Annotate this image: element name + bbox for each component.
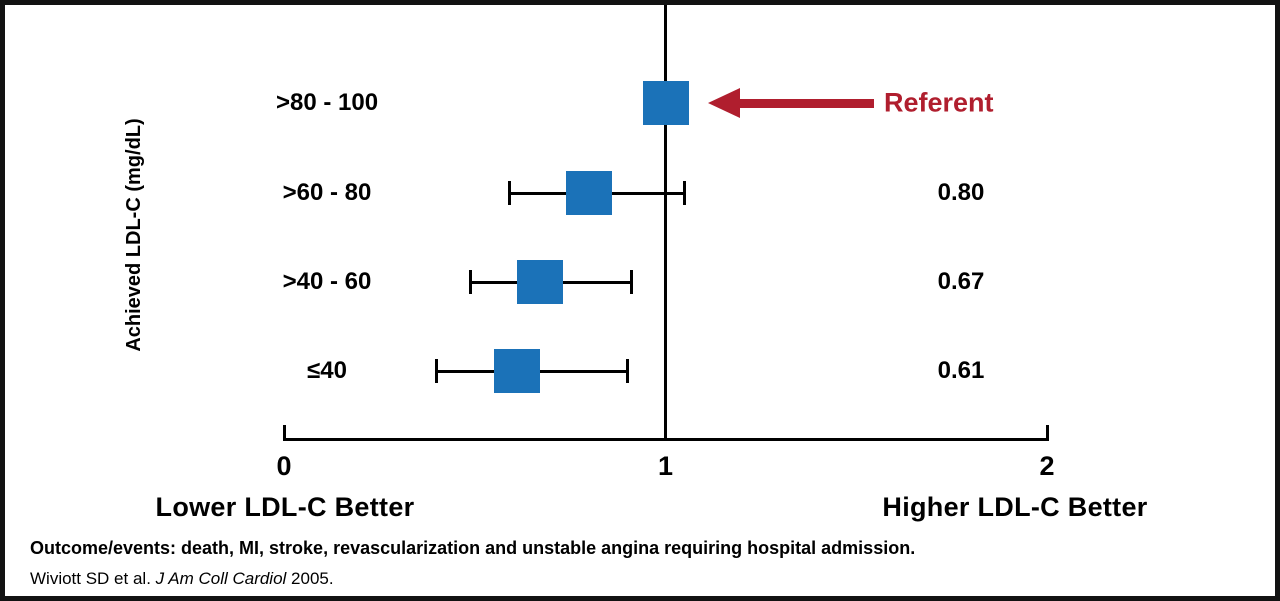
citation-authors: Wiviott SD et al. <box>30 569 156 588</box>
citation-year: 2005. <box>286 569 334 588</box>
ci-cap-left <box>469 270 473 294</box>
x-axis-tick-label: 2 <box>1039 451 1055 481</box>
x-axis-line <box>282 438 1049 441</box>
value-label: 0.67 <box>937 268 985 295</box>
left-axis-caption: Lower LDL-C Better <box>155 492 415 522</box>
referent-arrow-head <box>708 88 740 118</box>
ci-cap-left <box>507 181 511 205</box>
row-label: ≤40 <box>307 357 347 384</box>
x-axis-tick <box>282 425 286 439</box>
row-label: >80 - 100 <box>275 89 379 116</box>
estimate-marker <box>516 260 563 304</box>
plot-area: 0 1 2 >80 - 100 Referent >60 - 80 0.80 >40 - 60… <box>5 5 1275 596</box>
ci-cap-right <box>683 181 687 205</box>
ci-cap-right <box>625 359 629 383</box>
x-axis-tick <box>1045 425 1049 439</box>
ci-cap-left <box>435 359 439 383</box>
referent-arrow-shaft <box>740 98 874 108</box>
estimate-marker <box>566 171 613 215</box>
referent-label: Referent <box>884 87 994 118</box>
x-axis-tick <box>664 425 667 439</box>
value-label: 0.61 <box>937 357 985 384</box>
value-label: 0.80 <box>937 179 985 206</box>
outcome-note: Outcome/events: death, MI, stroke, revas… <box>30 538 916 558</box>
row-label: >40 - 60 <box>282 268 372 295</box>
row-label: >60 - 80 <box>282 179 372 206</box>
x-axis-tick-label: 0 <box>276 451 292 481</box>
ci-cap-right <box>629 270 633 294</box>
citation: Wiviott SD et al. J Am Coll Cardiol 2005… <box>30 569 1255 589</box>
right-axis-caption: Higher LDL-C Better <box>882 492 1148 522</box>
estimate-marker <box>642 81 689 125</box>
estimate-marker <box>493 349 540 393</box>
citation-journal: J Am Coll Cardiol <box>155 569 287 588</box>
x-axis-tick-label: 1 <box>657 451 674 481</box>
reference-line <box>664 5 667 438</box>
